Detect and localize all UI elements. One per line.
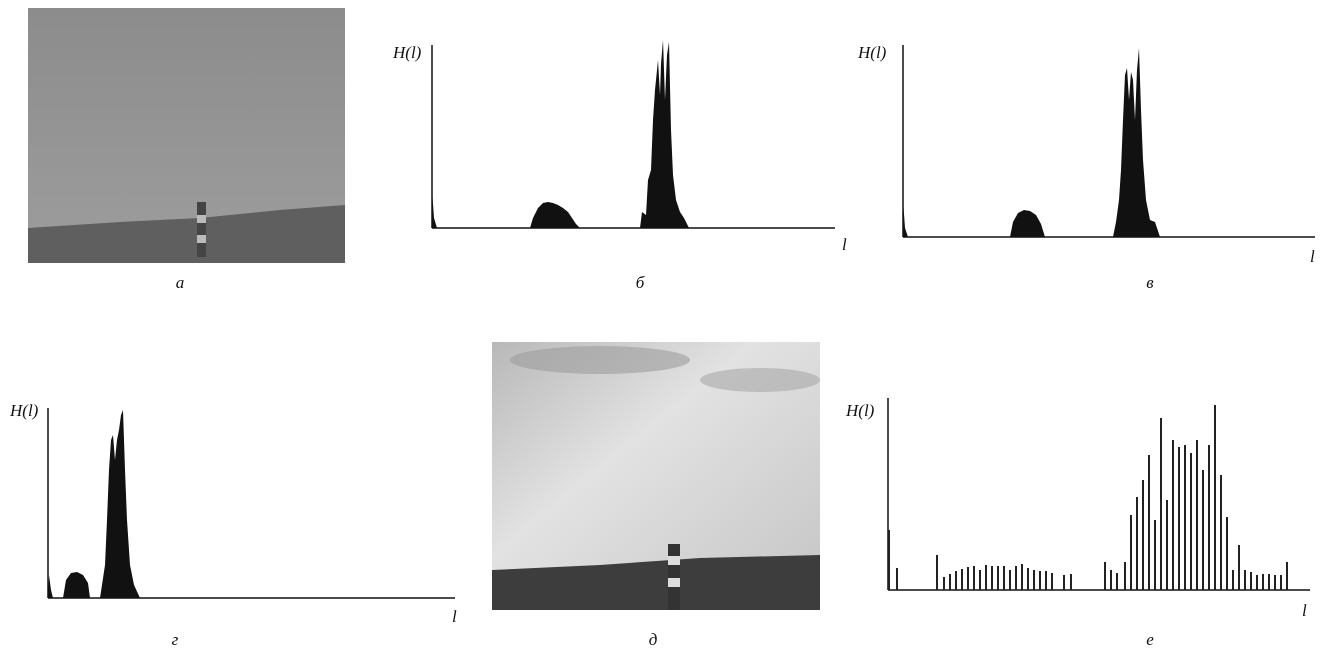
histogram-d [48,408,455,598]
panel-label: е [1146,630,1154,649]
histogram-b [432,40,835,228]
y-axis-label: H(l) [9,401,39,420]
y-axis-label: H(l) [857,43,887,62]
x-axis-label: l [1310,247,1315,266]
panel-label: д [649,630,658,649]
histogram-f [888,398,1310,590]
panel-label: а [176,273,185,292]
panel-label: в [1146,273,1154,292]
histogram-c [903,45,1315,237]
x-axis-label: l [452,607,457,626]
x-axis-label: l [842,235,847,254]
panel-label: б [636,273,645,292]
x-axis-label: l [1302,601,1307,620]
photo-a [28,8,345,263]
photo-e [492,342,820,610]
panel-label: г [172,630,179,649]
figure: а H(l) l б H(l) l в H(l) l г д [0,0,1333,657]
y-axis-label: H(l) [392,43,422,62]
y-axis-label: H(l) [845,401,875,420]
